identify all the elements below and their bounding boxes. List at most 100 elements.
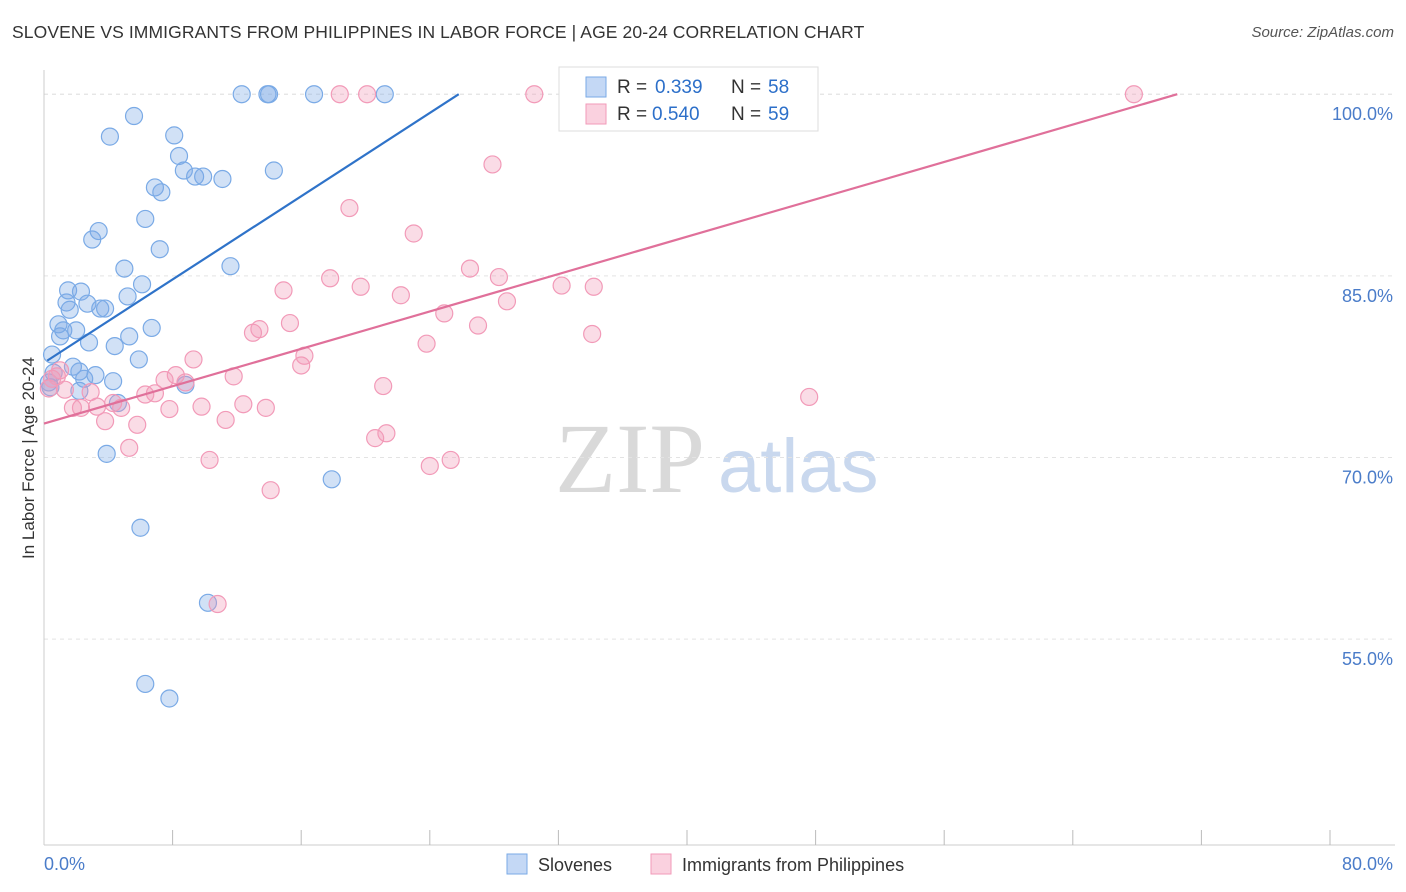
- point-philippines: [525, 85, 544, 104]
- point-slovenes: [86, 366, 105, 385]
- point-slovenes: [54, 321, 73, 340]
- point-philippines: [95, 412, 115, 431]
- point-slovenes: [375, 85, 394, 104]
- bottom-legend-swatch-philippines: [650, 853, 672, 875]
- point-slovenes: [232, 85, 251, 104]
- point-philippines: [417, 334, 436, 353]
- watermark-atlas: atlas: [718, 424, 879, 509]
- point-slovenes: [129, 350, 148, 369]
- point-philippines: [166, 366, 185, 385]
- point-philippines: [55, 380, 74, 399]
- bottom-legend: Slovenes Immigrants from Philippines: [506, 853, 904, 875]
- chart-title: SLOVENE VS IMMIGRANTS FROM PHILIPPINES I…: [12, 22, 865, 42]
- x-tick-label-max: 80.0%: [1342, 854, 1393, 874]
- point-slovenes: [118, 287, 137, 306]
- y-tick-label: 70.0%: [1342, 468, 1393, 488]
- legend-r-label: R =: [617, 77, 647, 98]
- point-slovenes: [105, 336, 124, 356]
- point-slovenes: [150, 240, 169, 259]
- point-philippines: [280, 313, 300, 333]
- point-slovenes: [322, 470, 341, 489]
- point-philippines: [274, 281, 293, 300]
- point-philippines: [441, 450, 460, 470]
- point-philippines: [374, 376, 393, 396]
- point-philippines: [358, 85, 377, 104]
- legend-r-value-slovenes: 0.339: [655, 77, 703, 98]
- point-slovenes: [97, 444, 116, 463]
- point-slovenes: [132, 275, 152, 294]
- point-philippines: [250, 320, 269, 339]
- point-philippines: [330, 85, 349, 104]
- point-slovenes: [136, 674, 155, 694]
- point-slovenes: [67, 321, 86, 340]
- point-slovenes: [131, 518, 150, 537]
- point-slovenes: [104, 372, 123, 391]
- point-philippines: [292, 356, 311, 375]
- point-philippines: [192, 397, 211, 416]
- point-slovenes: [165, 126, 184, 145]
- point-slovenes: [70, 362, 89, 381]
- point-philippines: [552, 276, 571, 295]
- point-philippines: [340, 198, 359, 218]
- point-slovenes: [264, 161, 283, 180]
- y-axis-label: In Labor Force | Age 20-24: [19, 357, 38, 559]
- point-slovenes: [152, 183, 171, 202]
- legend: R = 0.339 N = 58 R = 0.540 N = 59: [558, 66, 819, 132]
- point-philippines: [351, 277, 370, 296]
- point-slovenes: [136, 209, 155, 229]
- point-slovenes: [124, 106, 144, 126]
- point-slovenes: [120, 327, 139, 346]
- point-philippines: [377, 424, 396, 443]
- point-slovenes: [160, 689, 179, 708]
- y-tick-label: 85.0%: [1342, 286, 1393, 306]
- point-philippines: [50, 361, 70, 380]
- point-philippines: [404, 224, 423, 243]
- point-slovenes: [213, 169, 232, 189]
- point-philippines: [256, 398, 275, 417]
- point-philippines: [391, 286, 410, 305]
- legend-n-label: N =: [731, 104, 761, 125]
- point-philippines: [420, 456, 439, 476]
- point-slovenes: [194, 167, 213, 186]
- point-philippines: [128, 415, 147, 434]
- point-philippines: [160, 399, 179, 419]
- point-philippines: [460, 259, 480, 278]
- point-philippines: [112, 398, 131, 417]
- point-slovenes: [91, 299, 110, 318]
- legend-r-label: R =: [617, 104, 647, 125]
- point-philippines: [800, 387, 819, 407]
- point-philippines: [216, 410, 235, 430]
- point-philippines: [200, 450, 219, 470]
- point-philippines: [483, 155, 502, 174]
- watermark-zip: ZIP: [555, 403, 705, 514]
- point-slovenes: [95, 299, 115, 318]
- point-philippines: [366, 429, 385, 448]
- legend-n-value-slovenes: 58: [768, 77, 789, 98]
- point-slovenes: [221, 257, 240, 276]
- legend-n-value-philippines: 59: [768, 104, 789, 125]
- point-slovenes: [115, 259, 134, 278]
- point-philippines: [497, 292, 517, 311]
- point-philippines: [234, 395, 253, 414]
- trendline-philippines: [43, 93, 1178, 425]
- point-philippines: [120, 438, 139, 457]
- legend-swatch-slovenes: [585, 76, 607, 98]
- legend-r-value-philippines: 0.540: [652, 104, 700, 125]
- bottom-legend-philippines: Immigrants from Philippines: [682, 855, 904, 875]
- point-philippines: [1124, 85, 1143, 104]
- point-philippines: [584, 277, 603, 296]
- bottom-legend-swatch-slovenes: [506, 853, 528, 875]
- x-tick-label-min: 0.0%: [44, 854, 85, 874]
- trendline-slovenes: [46, 93, 460, 362]
- point-slovenes: [42, 345, 62, 364]
- point-slovenes: [100, 127, 120, 146]
- point-philippines: [489, 267, 509, 287]
- y-tick-label: 55.0%: [1342, 649, 1393, 669]
- source-label: Source: ZipAtlas.com: [1251, 24, 1394, 41]
- legend-swatch-philippines: [585, 103, 607, 125]
- point-philippines: [261, 481, 280, 500]
- point-slovenes: [89, 221, 108, 241]
- point-philippines: [468, 316, 488, 335]
- point-slovenes: [259, 85, 279, 104]
